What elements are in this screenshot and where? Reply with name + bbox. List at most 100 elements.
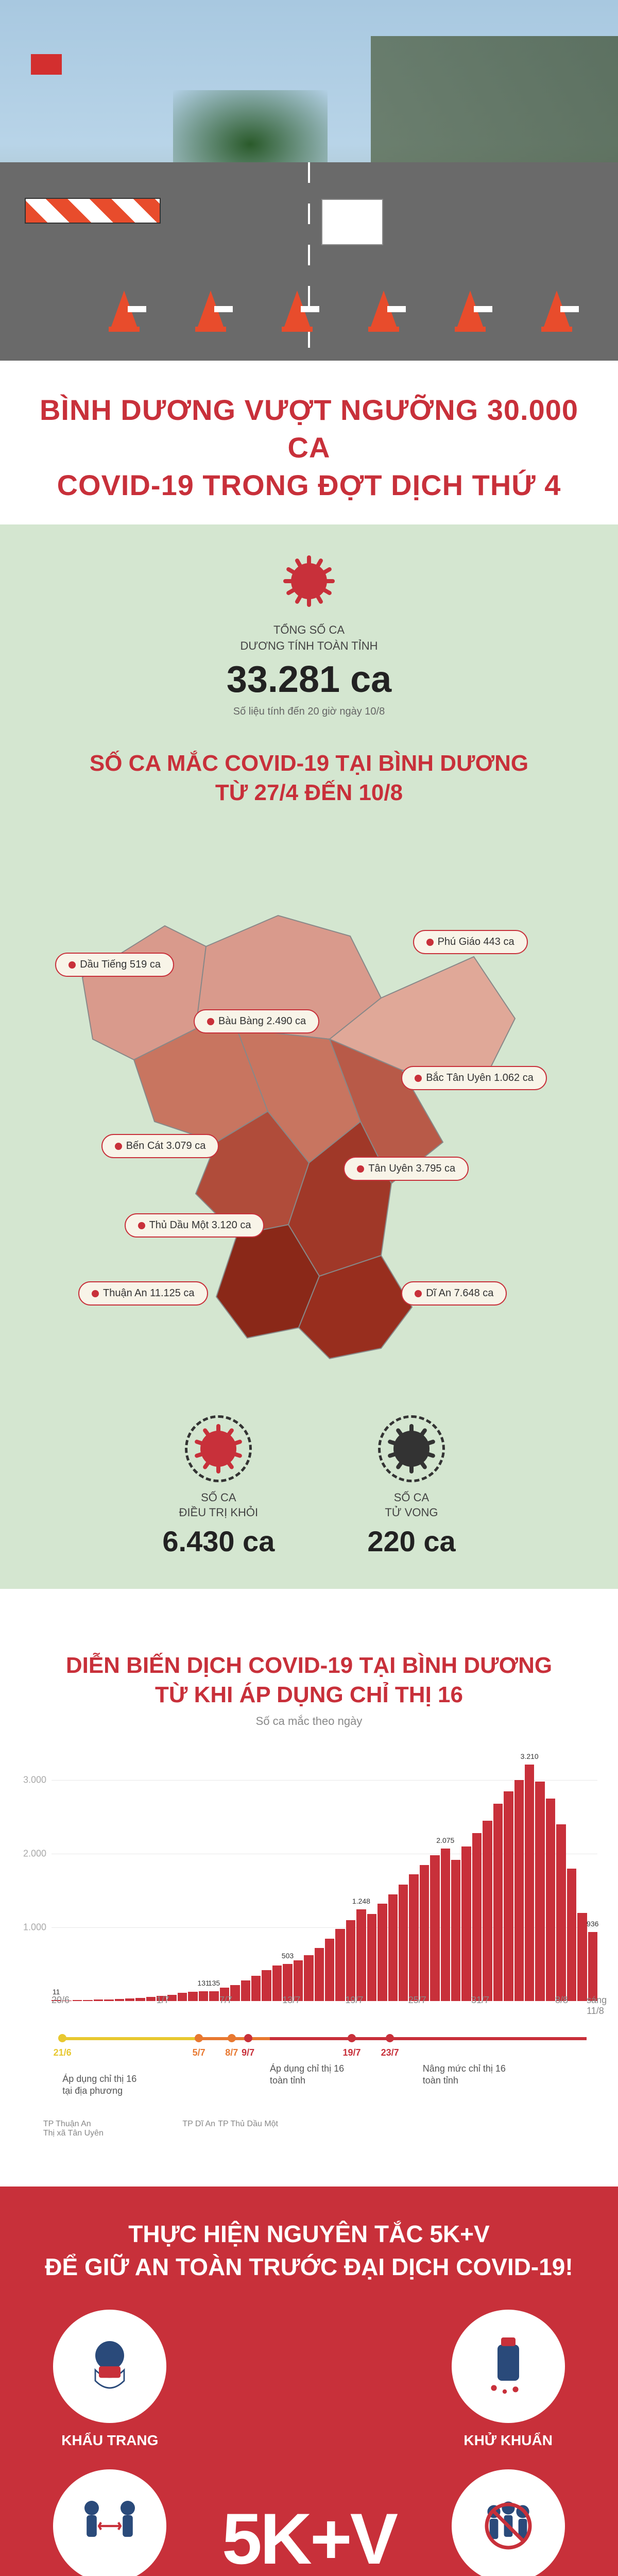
center-5kv-text: 5K+V xyxy=(222,2497,396,2576)
advice-item: KHẨU TRANG xyxy=(53,2310,166,2449)
x-tick xyxy=(303,1995,314,2016)
map-svg xyxy=(21,828,597,1395)
x-tick: 13/7 xyxy=(282,1995,293,2016)
total-number: 33.281 ca xyxy=(21,658,597,701)
hero-barrier xyxy=(25,198,161,224)
timeline-place: TP Dĩ An xyxy=(182,2120,215,2129)
stat-recovered: SỐ CA ĐIỀU TRỊ KHỎI 6.430 ca xyxy=(162,1415,274,1557)
chart-bar xyxy=(546,1799,555,2001)
timeline-dot xyxy=(58,2034,66,2042)
x-tick xyxy=(545,1995,555,2016)
x-tick: 25/7 xyxy=(408,1995,419,2016)
section-chart: DIỄN BIẾN DỊCH COVID-19 TẠI BÌNH DƯƠNG T… xyxy=(0,1589,618,2187)
advice-item: KHỬ KHUẨN xyxy=(452,2310,565,2449)
timeline-date: 21/6 xyxy=(54,2047,72,2058)
hero-flag xyxy=(31,54,62,75)
traffic-cone xyxy=(457,291,483,332)
advice-icon xyxy=(53,2310,166,2423)
x-tick: 20/6 xyxy=(52,1995,62,2016)
bar-value-label: 2.075 xyxy=(436,1836,454,1844)
x-tick xyxy=(83,1995,93,2016)
x-tick: sáng 11/8 xyxy=(587,1995,597,2016)
x-tick xyxy=(324,1995,335,2016)
chart-bar xyxy=(304,1955,313,2001)
total-label: TỔNG SỐ CA DƯƠNG TÍNH TOÀN TỈNH xyxy=(21,622,597,654)
district-label: Phú Giáo 443 ca xyxy=(413,930,528,954)
main-title-text: BÌNH DƯƠNG VƯỢT NGƯỠNG 30.000 CA COVID-1… xyxy=(21,392,597,504)
chart-bar: 3.210 xyxy=(525,1765,534,2001)
advice-icon xyxy=(53,2469,166,2576)
x-tick xyxy=(178,1995,188,2016)
x-tick xyxy=(387,1995,398,2016)
traffic-cone xyxy=(371,291,397,332)
chart-bar xyxy=(514,1780,524,2001)
x-tick xyxy=(125,1995,135,2016)
chart-bar xyxy=(325,1939,334,2001)
chart-title: DIỄN BIẾN DỊCH COVID-19 TẠI BÌNH DƯƠNG T… xyxy=(21,1651,597,1709)
chart-area: 3.0002.0001.000 111311355031.2482.0753.2… xyxy=(21,1743,597,2145)
x-tick xyxy=(94,1995,104,2016)
chart-bar xyxy=(388,1894,398,2001)
x-tick xyxy=(450,1995,460,2016)
timeline-dot xyxy=(348,2034,356,2042)
x-tick xyxy=(314,1995,324,2016)
x-tick xyxy=(335,1995,345,2016)
x-tick xyxy=(419,1995,429,2016)
district-label: Thủ Dầu Một 3.120 ca xyxy=(125,1213,265,1238)
section-totals-map: TỔNG SỐ CA DƯƠNG TÍNH TOÀN TỈNH 33.281 c… xyxy=(0,524,618,1588)
advice-icon xyxy=(452,2310,565,2423)
x-tick xyxy=(430,1995,440,2016)
bar-value-label: 3.210 xyxy=(521,1752,539,1760)
main-title-block: BÌNH DƯƠNG VƯỢT NGƯỠNG 30.000 CA COVID-1… xyxy=(0,361,618,524)
chart-bar xyxy=(493,1804,503,2001)
timeline-date: 19/7 xyxy=(342,2047,360,2058)
traffic-cone xyxy=(198,291,224,332)
y-tick: 3.000 xyxy=(23,1775,46,1786)
recovered-icon xyxy=(185,1415,252,1482)
chart-subtitle: Số ca mắc theo ngày xyxy=(21,1715,597,1728)
map-wrap: Dầu Tiếng 519 ca Phú Giáo 443 ca Bàu Bàng … xyxy=(21,828,597,1395)
x-tick xyxy=(209,1995,219,2016)
chart-bar xyxy=(556,1824,565,2001)
timeline-annotation: Áp dụng chỉ thị 16toàn tỉnh xyxy=(270,2063,344,2087)
timeline-dot xyxy=(386,2034,394,2042)
x-tick xyxy=(524,1995,534,2016)
district-label: Bàu Bàng 2.490 ca xyxy=(194,1009,319,1033)
x-tick xyxy=(461,1995,471,2016)
title-line2: COVID-19 TRONG ĐỢT DỊCH THỨ 4 xyxy=(57,469,561,501)
x-tick xyxy=(503,1995,513,2016)
bar-value-label: 936 xyxy=(587,1920,598,1928)
district-label: Tân Uyên 3.795 ca xyxy=(344,1157,469,1181)
chart-bar xyxy=(472,1833,482,2001)
x-tick xyxy=(565,1995,576,2016)
x-tick xyxy=(198,1995,209,2016)
timeline-date: 23/7 xyxy=(381,2047,399,2058)
x-tick xyxy=(241,1995,251,2016)
y-tick: 2.000 xyxy=(23,1849,46,1859)
grid-5kv: KHẨU TRANGKHỬ KHUẨNKHOẢNG CÁCH5K+VKHÔNG … xyxy=(21,2310,597,2576)
y-tick: 1.000 xyxy=(23,1922,46,1933)
hero-checkpoint-photo xyxy=(0,0,618,361)
traffic-cone xyxy=(544,291,570,332)
district-label: Dầu Tiếng 519 ca xyxy=(55,953,174,977)
x-tick xyxy=(492,1995,503,2016)
chart-bar xyxy=(504,1791,513,2001)
district-label: Bến Cát 3.079 ca xyxy=(101,1134,219,1158)
chart-bar xyxy=(430,1855,439,2001)
chart-bar xyxy=(335,1929,345,2001)
district-label: Thuận An 11.125 ca xyxy=(78,1281,208,1306)
stats-row: SỐ CA ĐIỀU TRỊ KHỎI 6.430 ca SỐ CA TỬ VO… xyxy=(21,1415,597,1557)
timeline-date: 9/7 xyxy=(242,2047,254,2058)
x-tick xyxy=(146,1995,156,2016)
timeline-annotation: Nâng mức chỉ thị 16toàn tỉnh xyxy=(423,2063,506,2087)
timeline-place: TP Thuận AnThị xã Tân Uyên xyxy=(43,2120,104,2138)
recovered-value: 6.430 ca xyxy=(162,1524,274,1558)
timeline-dot xyxy=(244,2034,252,2042)
x-tick: 19/7 xyxy=(346,1995,356,2016)
x-tick xyxy=(356,1995,366,2016)
timeline-date: 8/7 xyxy=(225,2047,238,2058)
section-5kv: THỰC HIỆN NGUYÊN TẮC 5K+V ĐỂ GIỮ AN TOÀN… xyxy=(0,2187,618,2576)
x-tick xyxy=(377,1995,387,2016)
advice-item: KHOẢNG CÁCH xyxy=(53,2469,166,2576)
x-tick: 8/8 xyxy=(555,1995,565,2016)
